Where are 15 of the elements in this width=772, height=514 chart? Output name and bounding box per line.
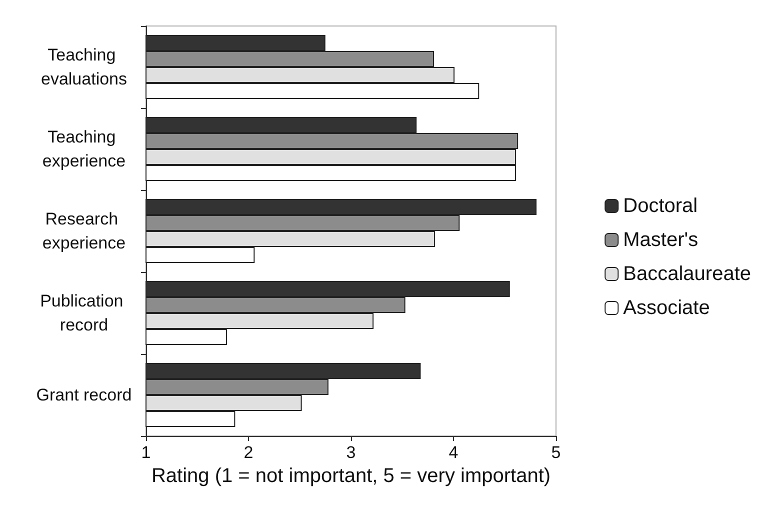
y-tick-label: Teaching evaluations — [40, 46, 128, 88]
y-tick-label: Teaching experience — [42, 128, 126, 170]
legend-label: Doctoral — [623, 195, 698, 217]
legend-label: Master's — [623, 229, 698, 251]
y-tick-label: Publication record — [40, 292, 128, 334]
y-tick-label: Grant record — [36, 386, 132, 404]
x-tick-label: 3 — [346, 443, 356, 462]
x-tick-label: 1 — [141, 443, 151, 462]
y-tick-label: Research experience — [42, 210, 126, 252]
legend-label: Associate — [623, 297, 710, 319]
x-tick-label: 4 — [448, 443, 458, 462]
x-axis-title: Rating (1 = not important, 5 = very important) — [151, 464, 551, 487]
x-tick-label: 5 — [551, 443, 561, 462]
legend-label: Baccalaureate — [623, 263, 752, 285]
x-tick-label: 2 — [244, 443, 254, 462]
